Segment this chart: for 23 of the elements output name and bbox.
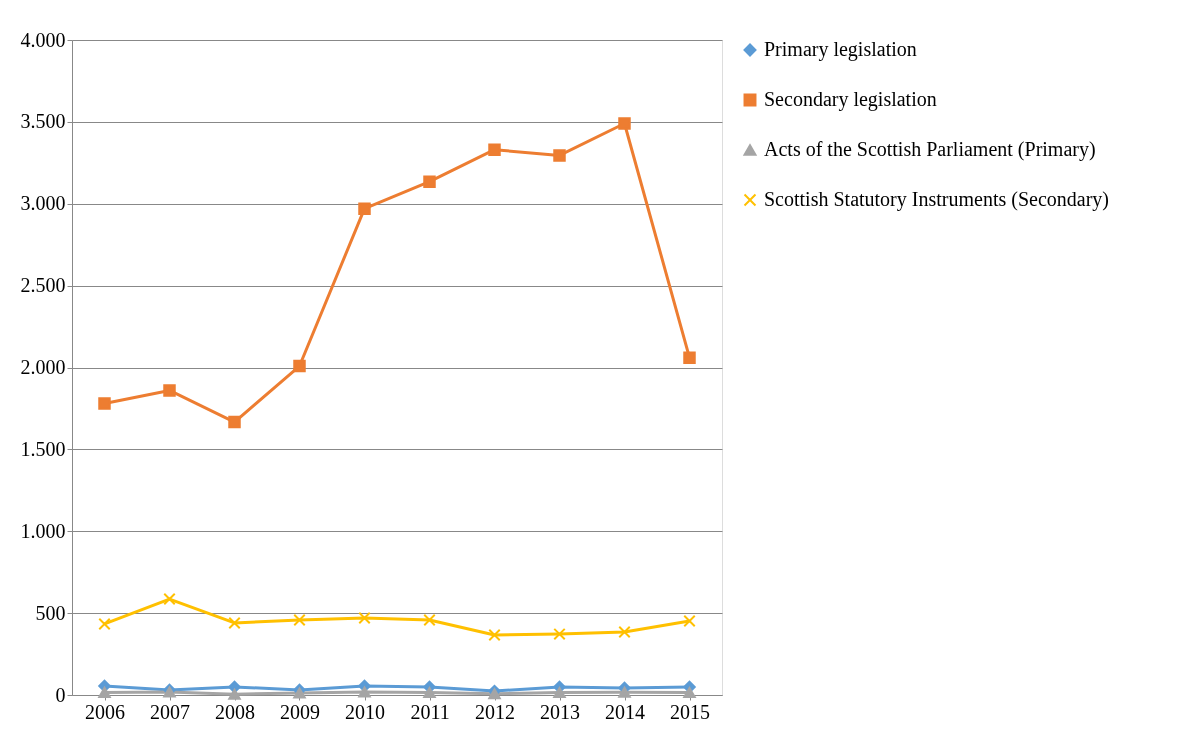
- legend-label: Primary legislation: [764, 38, 917, 61]
- legend-label: Scottish Statutory Instruments (Secondary): [764, 188, 1109, 211]
- y-tick-label: 1.000: [20, 519, 66, 542]
- legend-label: Secondary legislation: [764, 88, 937, 111]
- x-tick-label: 2014: [605, 700, 645, 723]
- y-tick-label: 0: [55, 683, 66, 706]
- x-tick-label: 2010: [345, 700, 385, 723]
- legend-label: Acts of the Scottish Parliament (Primary): [764, 138, 1096, 161]
- x-tick-label: 2011: [410, 700, 450, 723]
- y-tick-label: 3.500: [20, 110, 66, 133]
- x-tick-label: 2007: [150, 700, 190, 723]
- x-tick-label: 2009: [280, 700, 320, 723]
- y-tick-label: 500: [35, 601, 66, 624]
- x-tick-label: 2012: [475, 700, 515, 723]
- x-tick-label: 2008: [215, 700, 255, 723]
- x-tick-label: 2015: [670, 700, 710, 723]
- x-tick-label: 2006: [85, 700, 125, 723]
- y-tick-label: 2.000: [20, 356, 66, 378]
- y-tick-label: 1.500: [20, 437, 66, 460]
- y-tick-label: 2.500: [20, 274, 66, 297]
- y-tick-label: 4.000: [20, 28, 66, 51]
- x-tick-label: 2013: [540, 700, 580, 723]
- y-tick-label: 3.000: [20, 192, 66, 215]
